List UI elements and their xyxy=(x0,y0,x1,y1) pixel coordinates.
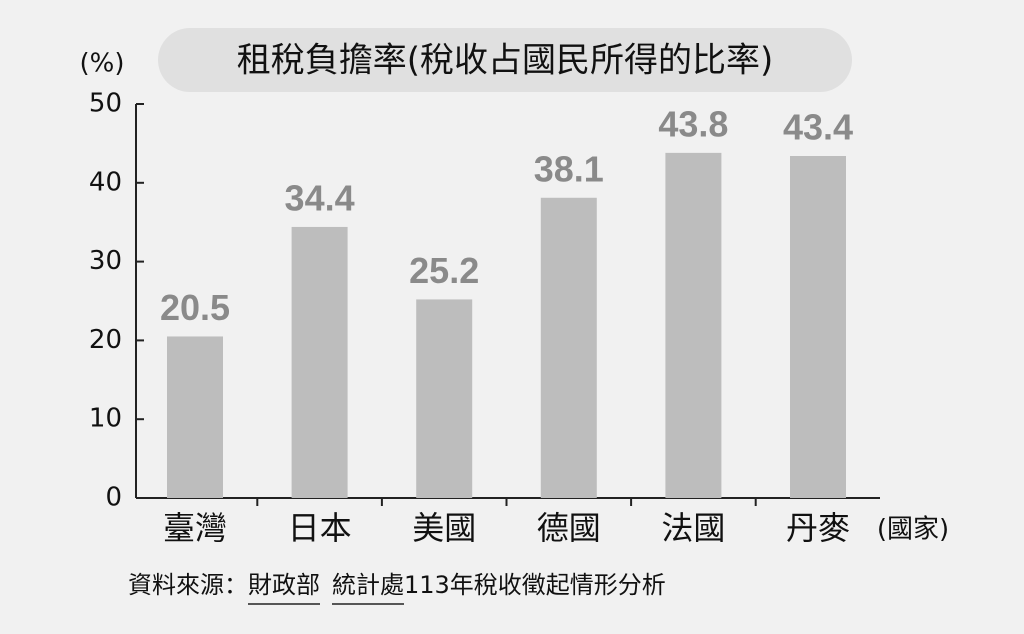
x-axis-label: (國家) xyxy=(877,515,949,545)
source: 資料來源： 財政部 統計處 113年稅收徵起情形分析 xyxy=(128,571,666,605)
y-axis-label: (%) xyxy=(80,49,125,79)
source-text: 財政部 xyxy=(248,571,320,599)
y-tick-label: 50 xyxy=(89,89,122,119)
x-tick-label: 臺灣 xyxy=(163,509,227,547)
value-label: 25.2 xyxy=(409,250,479,291)
y-tick-label: 30 xyxy=(89,246,122,276)
x-tick-label: 法國 xyxy=(661,509,725,547)
value-label: 34.4 xyxy=(285,177,355,218)
value-label: 20.5 xyxy=(160,287,230,328)
value-label: 38.1 xyxy=(534,148,604,189)
bar xyxy=(540,197,597,498)
value-label: 43.4 xyxy=(783,107,853,148)
source-text: 113年稅收徵起情形分析 xyxy=(404,571,666,599)
x-tick-label: 日本 xyxy=(288,509,352,547)
x-tick-label: 美國 xyxy=(412,509,476,547)
y-tick-label: 0 xyxy=(105,483,122,513)
x-tick-label: 德國 xyxy=(537,509,601,547)
y-tick-label: 20 xyxy=(89,325,122,355)
value-label: 43.8 xyxy=(658,103,728,144)
y-tick-label: 40 xyxy=(89,167,122,197)
y-tick-label: 10 xyxy=(89,404,122,434)
chart-title: 租稅負擔率(稅收占國民所得的比率) xyxy=(237,41,774,81)
bar xyxy=(167,336,223,498)
bar xyxy=(665,152,722,498)
title-pill xyxy=(158,28,852,92)
bar xyxy=(416,299,473,498)
source-text: 資料來源： xyxy=(128,571,248,599)
bar xyxy=(790,156,846,498)
bar xyxy=(291,226,348,499)
x-tick-label: 丹麥 xyxy=(786,509,850,547)
source-text: 統計處 xyxy=(332,571,404,599)
